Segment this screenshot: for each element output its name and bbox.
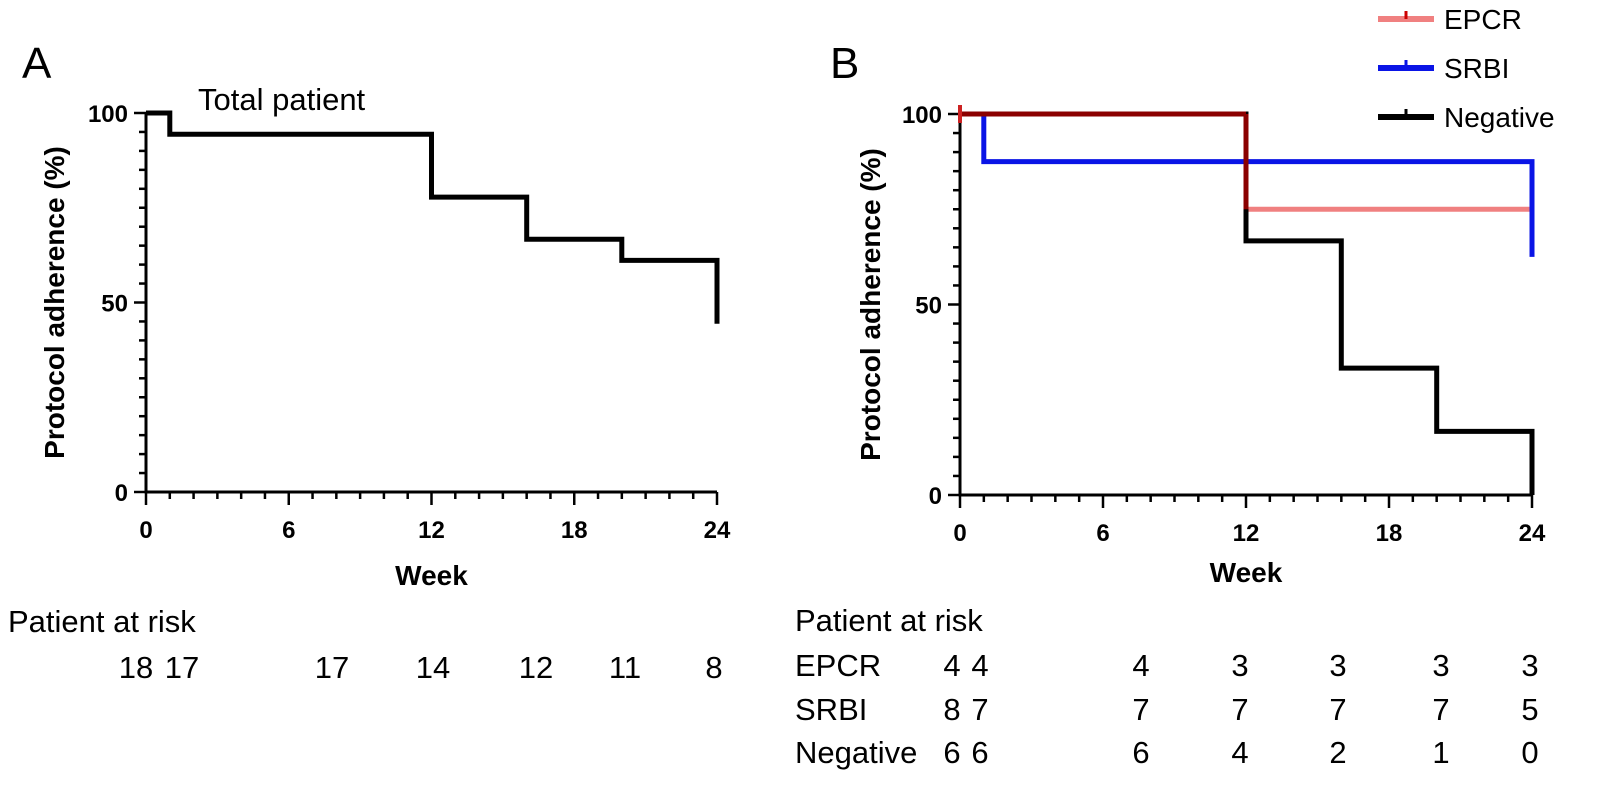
risk-count: 7 (1329, 692, 1346, 727)
risk-count: 5 (1521, 692, 1538, 727)
y-axis-title: Protocol adherence (%) (855, 148, 886, 461)
risk-count: 11 (609, 650, 641, 685)
risk-count: 17 (165, 650, 199, 685)
risk-count: 3 (1432, 648, 1449, 683)
risk-count: 4 (971, 648, 988, 683)
risk-count: 2 (1329, 735, 1346, 770)
legend-label: EPCR (1444, 4, 1522, 35)
risk-row-label: Negative (795, 735, 917, 770)
risk-count: 7 (1432, 692, 1449, 727)
x-tick-label: 6 (282, 517, 295, 544)
x-tick-label: 18 (1376, 520, 1403, 547)
risk-count: 12 (519, 650, 553, 685)
risk-count: 14 (416, 650, 450, 685)
risk-table-heading: Patient at risk (795, 603, 983, 638)
risk-count: 3 (1231, 648, 1248, 683)
x-axis-title: Week (395, 560, 468, 591)
panel-letter: A (22, 39, 52, 88)
x-tick-label: 0 (139, 517, 152, 544)
risk-count: 6 (943, 735, 960, 770)
risk-count: 4 (943, 648, 960, 683)
risk-count: 17 (315, 650, 349, 685)
risk-count: 3 (1329, 648, 1346, 683)
y-tick-label: 0 (929, 483, 942, 510)
y-tick-label: 0 (115, 480, 128, 507)
series-line-total-patient (146, 110, 720, 324)
x-tick-label: 12 (418, 517, 445, 544)
y-tick-label: 100 (88, 101, 128, 128)
x-tick-label: 24 (704, 517, 731, 544)
risk-row-label: EPCR (795, 648, 881, 683)
risk-count: 3 (1521, 648, 1538, 683)
risk-count: 4 (1132, 648, 1149, 683)
risk-count: 6 (971, 735, 988, 770)
risk-count: 7 (971, 692, 988, 727)
risk-count: 18 (119, 650, 153, 685)
risk-table-heading: Patient at risk (8, 604, 196, 639)
x-tick-label: 6 (1096, 520, 1109, 547)
risk-count: 0 (1521, 735, 1538, 770)
y-tick-label: 50 (101, 291, 128, 318)
risk-count: 7 (1132, 692, 1149, 727)
x-tick-label: 24 (1519, 520, 1546, 547)
x-tick-label: 12 (1233, 520, 1260, 547)
y-tick-label: 100 (902, 102, 942, 129)
x-tick-label: 18 (561, 517, 588, 544)
risk-row-label: SRBI (795, 692, 867, 727)
panel-letter: B (830, 39, 859, 88)
legend-label: Negative (1444, 102, 1555, 133)
risk-count: 4 (1231, 735, 1248, 770)
risk-count: 1 (1432, 735, 1449, 770)
y-tick-label: 50 (915, 293, 942, 320)
y-axis-title: Protocol adherence (%) (39, 146, 70, 459)
risk-count: 8 (943, 692, 960, 727)
risk-count: 6 (1132, 735, 1149, 770)
risk-count: 7 (1231, 692, 1248, 727)
x-tick-label: 0 (953, 520, 966, 547)
panel-a-chart: A 0 50 100 0 6 12 18 24 Week Protocol adherence (%… (8, 39, 731, 685)
plot-title: Total patient (198, 82, 366, 117)
risk-count: 8 (705, 650, 722, 685)
legend-label: SRBI (1444, 53, 1509, 84)
x-axis-title: Week (1210, 557, 1283, 588)
